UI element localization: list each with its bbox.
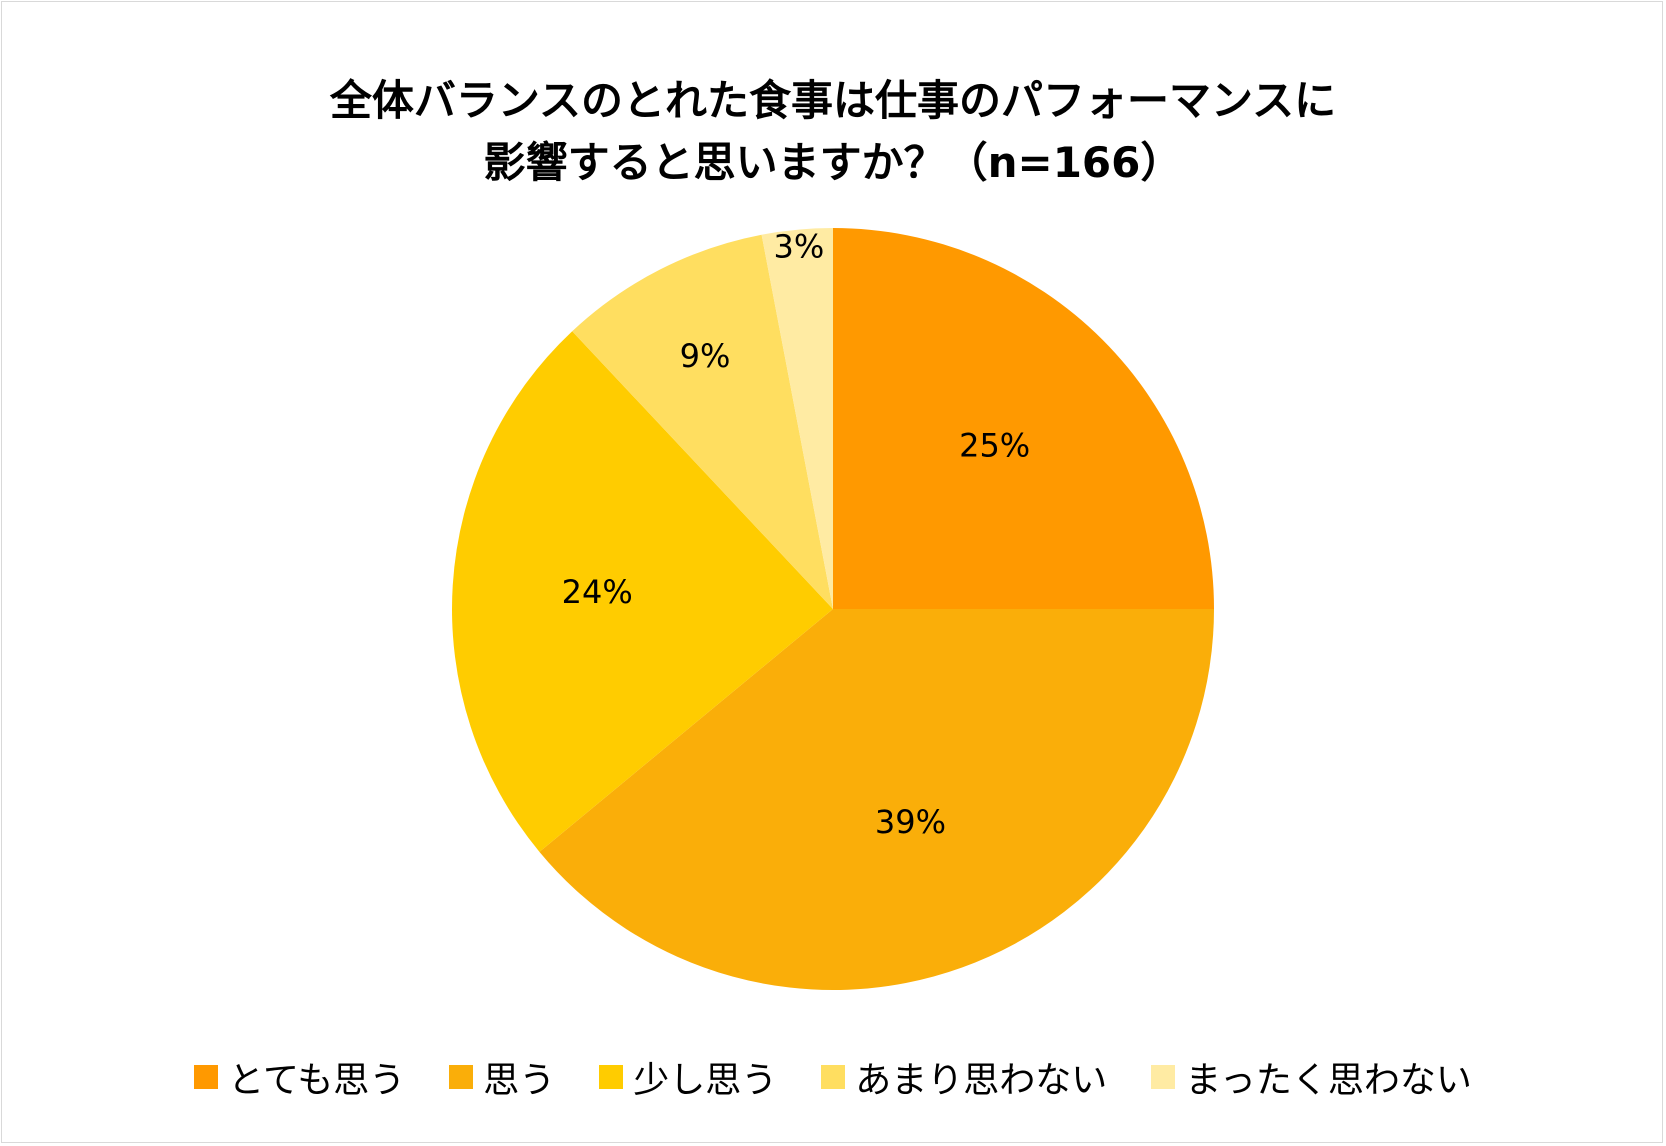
legend-item-3: あまり思わない — [821, 1051, 1107, 1103]
legend: とても思う 思う 少し思う あまり思わない まったく思わない — [0, 1052, 1666, 1102]
legend-label-2: 少し思う — [633, 1060, 778, 1101]
legend-swatch-1 — [449, 1065, 474, 1089]
legend-item-2: 少し思う — [599, 1051, 777, 1103]
legend-swatch-0 — [194, 1065, 219, 1089]
chart-title: 全体バランスのとれた食事は仕事のパフォーマンスに 影響すると思いますか？（n=1… — [0, 70, 1666, 194]
pie-slice-2 — [452, 331, 833, 852]
legend-label-4: まったく思わない — [1185, 1060, 1472, 1101]
legend-label-1: 思う — [483, 1060, 556, 1101]
pie-slice-4 — [761, 228, 833, 609]
legend-item-4: まったく思わない — [1151, 1051, 1472, 1103]
legend-item-1: 思う — [449, 1051, 555, 1103]
slice-label-3: 9% — [680, 337, 731, 375]
chart-title-line-1: 全体バランスのとれた食事は仕事のパフォーマンスに — [329, 76, 1337, 125]
legend-swatch-4 — [1151, 1065, 1176, 1089]
legend-label-0: とても思う — [228, 1060, 406, 1101]
slice-label-0: 25% — [959, 426, 1030, 464]
legend-label-3: あまり思わない — [855, 1060, 1108, 1101]
pie-slice-3 — [572, 234, 833, 610]
pie-slice-1 — [539, 609, 1214, 990]
legend-swatch-2 — [599, 1065, 624, 1089]
legend-swatch-3 — [821, 1065, 846, 1089]
slice-label-4: 3% — [774, 228, 825, 266]
slice-label-2: 24% — [562, 573, 633, 611]
chart-title-line-2: 影響すると思いますか？（n=166） — [483, 138, 1183, 187]
legend-item-0: とても思う — [194, 1051, 405, 1103]
pie-slice-0 — [833, 228, 1214, 609]
slice-label-1: 39% — [875, 803, 946, 841]
